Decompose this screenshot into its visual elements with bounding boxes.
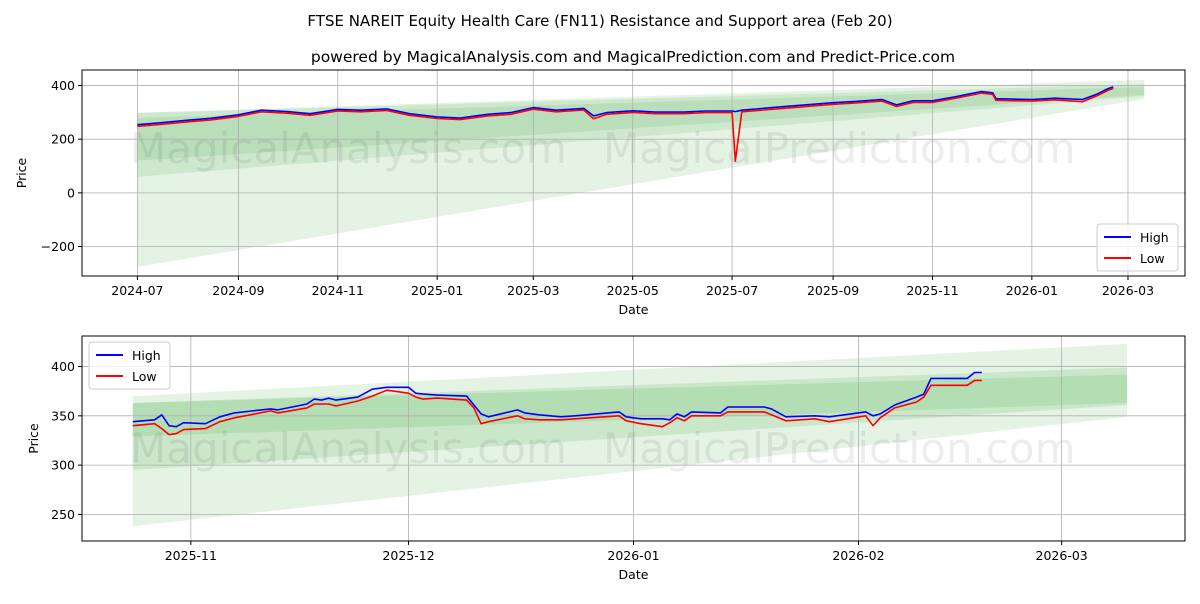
plot-frame — [81, 69, 1186, 277]
plot-area: MagicalAnalysis.com MagicalPrediction.com — [82, 336, 1185, 541]
series-line-low — [137, 87, 1114, 162]
x-tick-label: 2024-07 — [111, 283, 163, 298]
x-tick-label: 2025-07 — [706, 283, 758, 298]
y-tick-label: 400 — [51, 359, 75, 374]
x-tick-label: 2025-11 — [906, 283, 958, 298]
y-tick-label: 250 — [51, 507, 75, 522]
x-tick-label: 2025-03 — [507, 283, 559, 298]
support-resistance-band-2 — [132, 374, 1127, 437]
x-tick-label: 2024-09 — [212, 283, 264, 298]
y-tick-label: −200 — [41, 239, 75, 254]
plot-area: MagicalAnalysis.com MagicalPrediction.com — [82, 70, 1185, 276]
watermark: MagicalPrediction.com — [603, 124, 1076, 173]
x-tick-label: 2025-09 — [807, 283, 859, 298]
x-tick-label: 2026-03 — [1036, 548, 1088, 563]
y-tick-label: 400 — [51, 78, 75, 93]
watermark: MagicalAnalysis.com — [130, 124, 567, 173]
legend-box — [1096, 223, 1179, 272]
chart-subtitle: powered by MagicalAnalysis.com and Magic… — [311, 48, 955, 66]
legend-label-low: Low — [1140, 251, 1165, 266]
legend: High Low — [88, 341, 171, 390]
support-resistance-band-0 — [132, 343, 1127, 527]
watermark: MagicalPrediction.com — [603, 424, 1076, 473]
x-axis-label: Date — [619, 302, 649, 317]
x-axis-label: Date — [619, 567, 649, 582]
legend-box — [88, 341, 171, 390]
y-tick-label: 200 — [51, 132, 75, 147]
y-tick-label: 0 — [67, 185, 75, 200]
legend: High Low — [1096, 223, 1179, 272]
watermark: MagicalAnalysis.com — [130, 424, 567, 473]
support-resistance-band-0 — [137, 79, 1145, 267]
x-tick-label: 2025-05 — [607, 283, 659, 298]
y-tick-label: 300 — [51, 458, 75, 473]
legend-label-high: High — [132, 348, 161, 363]
y-axis-label: Price — [14, 157, 29, 188]
bottom-chart-panel: MagicalAnalysis.com MagicalPrediction.com… — [26, 335, 1186, 582]
x-tick-label: 2026-01 — [607, 548, 659, 563]
x-tick-label: 2024-11 — [312, 283, 364, 298]
x-tick-label: 2025-12 — [382, 548, 434, 563]
series-line-low — [132, 379, 982, 436]
support-resistance-band-1 — [132, 367, 1127, 471]
x-tick-label: 2026-02 — [832, 548, 884, 563]
x-tick-label: 2026-01 — [1006, 283, 1058, 298]
x-tick-label: 2025-01 — [411, 283, 463, 298]
legend-label-high: High — [1140, 230, 1169, 245]
y-tick-label: 350 — [51, 408, 75, 423]
plot-frame — [81, 335, 1186, 542]
y-axis-label: Price — [26, 423, 41, 454]
series-line-high — [132, 371, 982, 428]
series-line-high — [137, 86, 1114, 126]
legend-label-low: Low — [132, 369, 157, 384]
top-chart-panel: MagicalAnalysis.com MagicalPrediction.com… — [14, 69, 1186, 317]
support-resistance-band-1 — [137, 84, 1145, 177]
x-tick-label: 2025-11 — [165, 548, 217, 563]
x-tick-label: 2026-03 — [1102, 283, 1154, 298]
chart-title: FTSE NAREIT Equity Health Care (FN11) Re… — [307, 12, 892, 30]
